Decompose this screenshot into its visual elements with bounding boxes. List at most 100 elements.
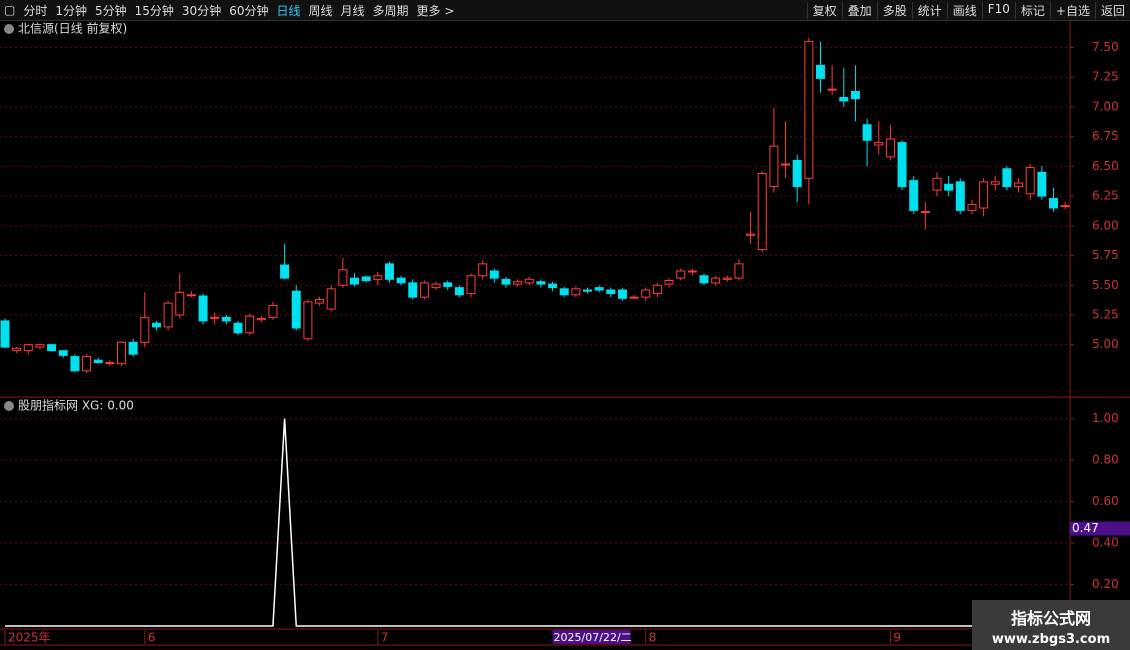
watermark: 指标公式网 www.zbgs3.com: [972, 600, 1130, 650]
candle-body: [384, 263, 394, 280]
x-tick-label: 8: [649, 631, 657, 645]
tool-button[interactable]: 画线: [946, 1, 982, 19]
y-tick-label: 6.00: [1092, 218, 1119, 232]
candle-body: [221, 316, 231, 322]
x-cursor-label: 2025/07/22/二: [554, 631, 632, 644]
panel-title: 股朋指标网 XG: 0.00: [18, 398, 134, 413]
candle-body: [1002, 168, 1012, 188]
y-cursor-label: 0.47: [1072, 521, 1099, 535]
candle-body: [175, 291, 185, 316]
y-tick-label: 7.25: [1092, 70, 1119, 84]
tool-button[interactable]: +自选: [1049, 1, 1095, 19]
period-button[interactable]: 日线: [276, 3, 301, 18]
y-tick-label: 5.00: [1092, 337, 1119, 351]
period-button[interactable]: 15分钟: [134, 3, 174, 18]
candle-body: [850, 90, 860, 100]
candle-body: [186, 294, 196, 297]
menu-icon[interactable]: ▢: [4, 3, 16, 17]
candle-body: [373, 275, 383, 280]
candle-body: [757, 173, 767, 251]
candle-body: [548, 283, 558, 289]
period-button[interactable]: 周线: [308, 3, 333, 18]
x-tick-label: 9: [893, 631, 901, 645]
tool-button[interactable]: 复权: [806, 1, 842, 19]
candle-body: [35, 344, 45, 348]
tool-button[interactable]: 统计: [911, 1, 947, 19]
candle-body: [885, 138, 895, 158]
candle-body: [769, 145, 779, 188]
candle-body: [12, 347, 22, 352]
candle-body: [571, 288, 581, 296]
candle-body: [198, 295, 208, 322]
y-tick-label: 0.80: [1092, 453, 1119, 467]
candle-body: [990, 181, 1000, 185]
candle-body: [979, 181, 989, 209]
candle-body: [245, 315, 255, 334]
candle-body: [664, 280, 674, 285]
candle-body: [583, 289, 592, 292]
candle-body: [641, 289, 651, 298]
candle-body: [781, 163, 791, 166]
candle-body: [58, 350, 68, 356]
y-tick-label: 0.20: [1092, 577, 1119, 591]
candle-body: [315, 299, 325, 304]
tool-button[interactable]: F10: [981, 1, 1015, 19]
candle-body: [105, 362, 115, 365]
candle-body: [594, 287, 604, 291]
period-button[interactable]: 1分钟: [55, 3, 87, 18]
period-button[interactable]: 多周期: [372, 3, 409, 18]
candle-body: [967, 203, 977, 211]
period-button[interactable]: 5分钟: [95, 3, 127, 18]
candle-body: [489, 270, 499, 279]
period-button[interactable]: 60分钟: [229, 3, 269, 18]
candle-body: [93, 359, 103, 364]
candle-body: [955, 181, 965, 211]
candle-body: [117, 341, 126, 365]
candle-body: [303, 301, 313, 340]
x-tick-label: 6: [148, 631, 156, 645]
y-cursor-box: [1070, 521, 1130, 536]
y-tick-label: 5.25: [1092, 307, 1119, 321]
candle-body: [909, 180, 919, 211]
y-tick-label: 5.75: [1092, 248, 1119, 262]
indicator-line: [5, 418, 1066, 627]
y-tick-label: 0.40: [1092, 536, 1119, 550]
candle-body: [827, 88, 837, 91]
candle-body: [501, 278, 511, 285]
candle-body: [82, 356, 92, 372]
candle-body: [431, 283, 441, 289]
tool-button[interactable]: 返回: [1094, 1, 1130, 19]
candle-body: [419, 282, 429, 298]
candle-body: [350, 277, 359, 285]
candle-body: [722, 277, 732, 280]
candle-body: [454, 287, 464, 296]
candle-body: [210, 316, 220, 319]
period-button[interactable]: 月线: [340, 3, 365, 18]
tool-button[interactable]: 叠加: [841, 1, 877, 19]
y-tick-label: 7.50: [1092, 40, 1119, 54]
tool-button[interactable]: 多股: [876, 1, 912, 19]
candle-body: [361, 276, 371, 282]
y-tick-label: 7.00: [1092, 99, 1119, 113]
candle-body: [128, 341, 138, 355]
tool-button[interactable]: 标记: [1014, 1, 1050, 19]
candle-body: [839, 96, 849, 102]
candle-body: [291, 290, 301, 329]
candle-body: [23, 344, 33, 352]
candle-body: [804, 41, 814, 179]
candle-body: [443, 282, 453, 287]
period-button[interactable]: 30分钟: [181, 3, 222, 18]
candle-body: [466, 275, 476, 295]
y-tick-label: 0.60: [1092, 494, 1119, 508]
period-button[interactable]: 分时: [23, 3, 48, 18]
candle-body: [536, 281, 546, 285]
candle-body: [1014, 182, 1024, 188]
y-tick-label: 6.50: [1092, 159, 1119, 173]
candle-body: [408, 282, 418, 298]
candle-body: [0, 320, 10, 348]
candle-body: [862, 124, 872, 141]
period-button[interactable]: 更多 >: [416, 3, 455, 18]
panel-title: 北信源(日线 前复权): [18, 21, 127, 36]
